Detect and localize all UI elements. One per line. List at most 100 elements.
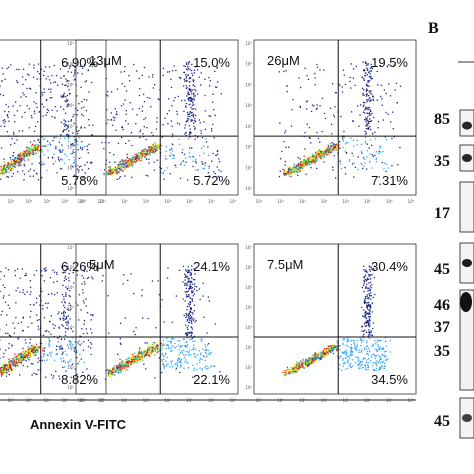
event-dot bbox=[22, 329, 24, 332]
event-dot bbox=[14, 161, 16, 164]
event-dot bbox=[305, 101, 308, 103]
event-dot bbox=[179, 371, 181, 374]
event-dot bbox=[150, 353, 152, 355]
event-dot bbox=[37, 71, 39, 73]
event-dot bbox=[350, 349, 352, 351]
event-dot bbox=[108, 370, 110, 373]
event-dot bbox=[120, 343, 122, 345]
event-dot bbox=[8, 347, 10, 349]
event-dot bbox=[186, 291, 188, 293]
event-dot bbox=[144, 149, 146, 151]
event-dot bbox=[62, 95, 64, 98]
event-dot bbox=[12, 168, 14, 170]
event-dot bbox=[356, 144, 358, 146]
event-dot bbox=[185, 287, 187, 289]
event-dot bbox=[369, 313, 371, 315]
event-dot bbox=[185, 345, 187, 347]
event-dot bbox=[130, 161, 132, 164]
event-dot bbox=[206, 355, 208, 357]
y-tick-label: 10⁶ bbox=[67, 265, 74, 270]
event-dot bbox=[200, 72, 202, 74]
event-dot bbox=[83, 106, 85, 108]
event-dot bbox=[86, 145, 88, 147]
event-dot bbox=[82, 292, 84, 294]
event-dot bbox=[204, 359, 207, 362]
event-dot bbox=[9, 307, 11, 309]
event-dot bbox=[63, 360, 65, 362]
event-dot bbox=[175, 69, 177, 72]
event-dot bbox=[137, 153, 139, 155]
event-dot bbox=[153, 145, 155, 147]
event-dot bbox=[193, 69, 196, 71]
event-dot bbox=[132, 161, 134, 164]
event-dot bbox=[115, 172, 117, 174]
event-dot bbox=[323, 352, 325, 354]
event-dot bbox=[121, 165, 123, 167]
event-dot bbox=[41, 94, 44, 96]
event-dot bbox=[10, 365, 12, 367]
event-dot bbox=[25, 342, 27, 344]
event-dot bbox=[364, 119, 366, 121]
event-dot bbox=[303, 163, 305, 165]
event-dot bbox=[201, 369, 204, 371]
event-cloud bbox=[0, 61, 94, 181]
event-dot bbox=[110, 373, 112, 375]
event-dot bbox=[316, 156, 319, 158]
event-dot bbox=[116, 369, 118, 371]
event-dot bbox=[121, 362, 123, 364]
event-dot bbox=[61, 312, 63, 314]
event-dot bbox=[13, 162, 16, 165]
event-dot bbox=[124, 365, 126, 367]
event-dot bbox=[131, 363, 133, 365]
event-dot bbox=[86, 312, 89, 314]
event-dot bbox=[214, 86, 217, 88]
event-dot bbox=[157, 146, 159, 148]
event-dot bbox=[83, 98, 85, 101]
event-dot bbox=[205, 356, 207, 358]
event-dot bbox=[82, 349, 85, 351]
event-dot bbox=[114, 161, 116, 163]
event-dot bbox=[56, 273, 58, 276]
x-tick-label: 10⁴ bbox=[343, 199, 350, 204]
event-dot bbox=[22, 92, 24, 94]
event-dot bbox=[310, 160, 312, 163]
event-dot bbox=[125, 166, 127, 168]
event-dot bbox=[172, 154, 174, 156]
y-tick-label: 10⁰ bbox=[67, 385, 74, 390]
event-dot bbox=[72, 132, 74, 134]
event-dot bbox=[6, 168, 9, 170]
event-cloud bbox=[101, 61, 222, 181]
event-dot bbox=[31, 374, 33, 376]
event-dot bbox=[155, 345, 158, 347]
event-dot bbox=[35, 147, 37, 149]
event-dot bbox=[57, 313, 59, 315]
event-dot bbox=[31, 348, 33, 350]
event-dot bbox=[149, 151, 151, 153]
event-dot bbox=[4, 368, 6, 371]
event-dot bbox=[133, 156, 135, 158]
event-dot bbox=[185, 270, 188, 272]
event-dot bbox=[61, 348, 63, 350]
event-dot bbox=[310, 142, 312, 144]
event-dot bbox=[170, 86, 173, 89]
event-dot bbox=[145, 353, 148, 355]
event-dot bbox=[368, 114, 370, 116]
event-dot bbox=[91, 276, 93, 278]
event-dot bbox=[369, 316, 371, 318]
event-dot bbox=[125, 110, 127, 112]
event-dot bbox=[190, 290, 193, 292]
event-dot bbox=[62, 94, 65, 97]
event-dot bbox=[207, 296, 209, 298]
event-dot bbox=[369, 274, 371, 276]
event-dot bbox=[129, 363, 131, 365]
event-dot bbox=[367, 108, 369, 110]
event-dot bbox=[353, 162, 355, 164]
event-dot bbox=[306, 164, 308, 166]
event-dot bbox=[54, 324, 56, 327]
event-dot bbox=[14, 160, 16, 163]
event-dot bbox=[179, 345, 181, 347]
event-dot bbox=[190, 274, 192, 276]
event-dot bbox=[134, 361, 136, 364]
event-dot bbox=[48, 340, 51, 342]
event-dot bbox=[184, 332, 187, 335]
